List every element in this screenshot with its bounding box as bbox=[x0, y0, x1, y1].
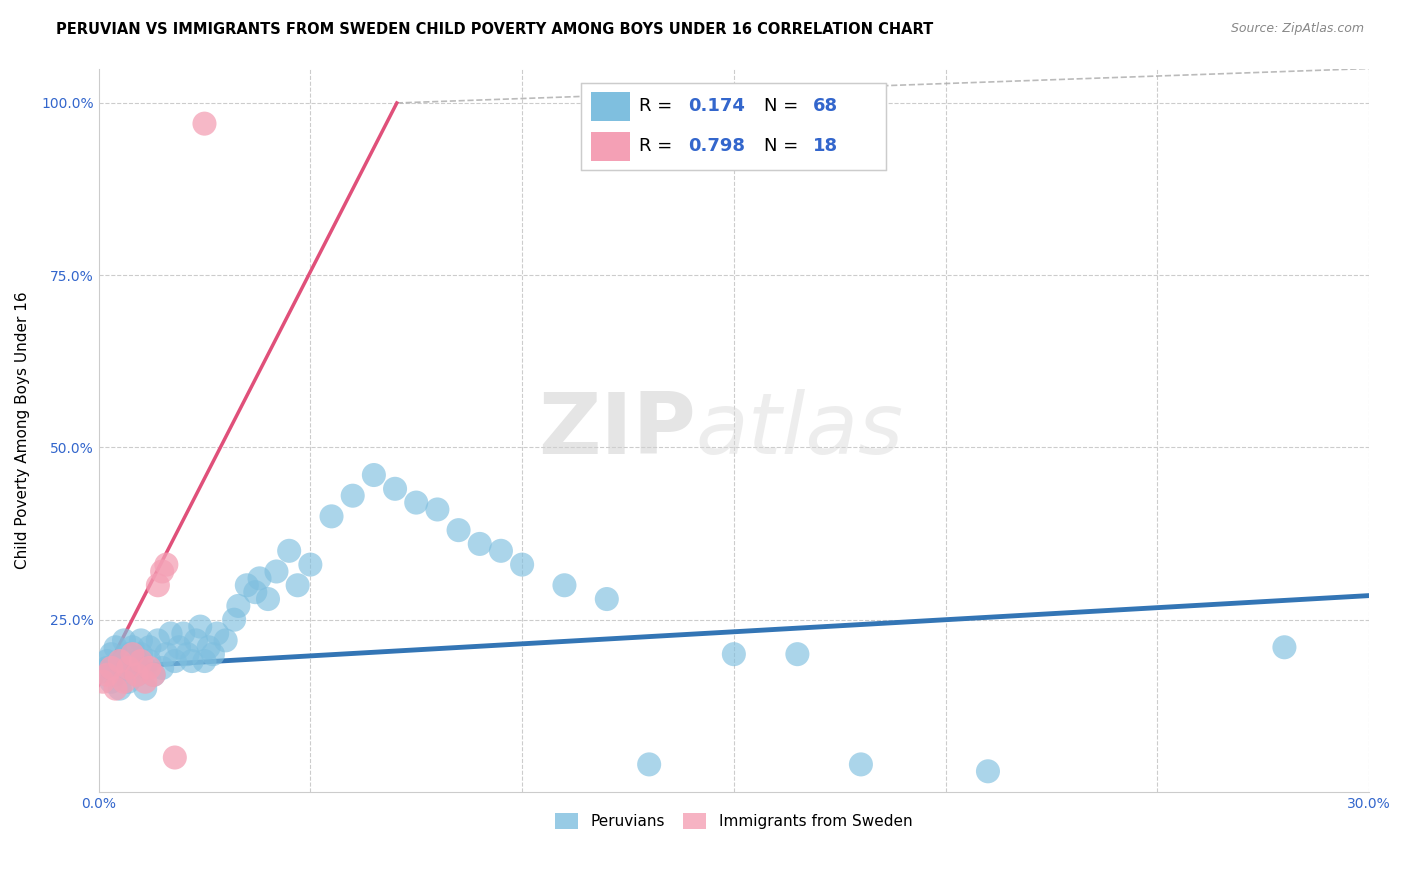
Point bbox=[134, 681, 156, 696]
Point bbox=[125, 668, 148, 682]
Point bbox=[108, 661, 131, 675]
Point bbox=[197, 640, 219, 655]
Point bbox=[299, 558, 322, 572]
Point bbox=[266, 565, 288, 579]
Point bbox=[91, 665, 114, 679]
Text: atlas: atlas bbox=[696, 389, 904, 472]
Point bbox=[117, 647, 139, 661]
Point bbox=[150, 661, 173, 675]
Text: PERUVIAN VS IMMIGRANTS FROM SWEDEN CHILD POVERTY AMONG BOYS UNDER 16 CORRELATION: PERUVIAN VS IMMIGRANTS FROM SWEDEN CHILD… bbox=[56, 22, 934, 37]
Point bbox=[426, 502, 449, 516]
Point bbox=[155, 558, 177, 572]
Point bbox=[163, 654, 186, 668]
Point bbox=[489, 544, 512, 558]
Point bbox=[468, 537, 491, 551]
Point bbox=[384, 482, 406, 496]
Point bbox=[121, 661, 143, 675]
Point bbox=[138, 654, 160, 668]
Point bbox=[104, 681, 127, 696]
Point bbox=[129, 654, 152, 668]
Point bbox=[249, 571, 271, 585]
Point bbox=[159, 626, 181, 640]
Y-axis label: Child Poverty Among Boys Under 16: Child Poverty Among Boys Under 16 bbox=[15, 292, 30, 569]
Point bbox=[786, 647, 808, 661]
Point bbox=[112, 654, 135, 668]
Point bbox=[134, 674, 156, 689]
Point bbox=[108, 681, 131, 696]
Point bbox=[150, 565, 173, 579]
Point bbox=[214, 633, 236, 648]
Point bbox=[596, 592, 619, 607]
Point bbox=[100, 674, 122, 689]
Point bbox=[112, 633, 135, 648]
Point bbox=[104, 640, 127, 655]
Point bbox=[96, 668, 118, 682]
Point bbox=[167, 640, 190, 655]
Point bbox=[245, 585, 267, 599]
Point bbox=[96, 654, 118, 668]
Point bbox=[193, 117, 215, 131]
Text: ZIP: ZIP bbox=[538, 389, 696, 472]
Point bbox=[138, 640, 160, 655]
Point bbox=[201, 647, 224, 661]
Point bbox=[134, 661, 156, 675]
Point bbox=[205, 626, 228, 640]
Point bbox=[278, 544, 301, 558]
Point bbox=[236, 578, 259, 592]
Point bbox=[163, 750, 186, 764]
Point bbox=[121, 647, 143, 661]
Point bbox=[553, 578, 575, 592]
Text: Source: ZipAtlas.com: Source: ZipAtlas.com bbox=[1230, 22, 1364, 36]
Point bbox=[1274, 640, 1296, 655]
Point bbox=[100, 647, 122, 661]
Point bbox=[146, 578, 169, 592]
Point bbox=[180, 654, 202, 668]
Point bbox=[125, 668, 148, 682]
Point bbox=[447, 523, 470, 537]
Point bbox=[405, 495, 427, 509]
Point bbox=[91, 674, 114, 689]
Point bbox=[321, 509, 343, 524]
Legend: Peruvians, Immigrants from Sweden: Peruvians, Immigrants from Sweden bbox=[550, 806, 918, 835]
Point bbox=[184, 633, 207, 648]
Point bbox=[510, 558, 533, 572]
Point bbox=[176, 647, 198, 661]
Point bbox=[849, 757, 872, 772]
Point bbox=[117, 661, 139, 675]
Point bbox=[257, 592, 280, 607]
Point bbox=[108, 654, 131, 668]
Point bbox=[363, 468, 385, 483]
Point bbox=[112, 674, 135, 689]
Point bbox=[224, 613, 246, 627]
Point bbox=[142, 668, 165, 682]
Point bbox=[155, 647, 177, 661]
Point bbox=[188, 619, 211, 633]
Point bbox=[104, 668, 127, 682]
Point bbox=[723, 647, 745, 661]
Point bbox=[638, 757, 661, 772]
Point bbox=[342, 489, 364, 503]
Point bbox=[977, 764, 1000, 779]
Point bbox=[121, 640, 143, 655]
Point bbox=[100, 661, 122, 675]
Point bbox=[287, 578, 309, 592]
Point bbox=[172, 626, 194, 640]
Point bbox=[142, 668, 165, 682]
Point bbox=[129, 647, 152, 661]
Point bbox=[96, 661, 118, 675]
Point bbox=[117, 674, 139, 689]
Point bbox=[125, 654, 148, 668]
Point bbox=[228, 599, 250, 613]
Point bbox=[146, 633, 169, 648]
Point bbox=[193, 654, 215, 668]
Point bbox=[138, 661, 160, 675]
Point bbox=[129, 633, 152, 648]
